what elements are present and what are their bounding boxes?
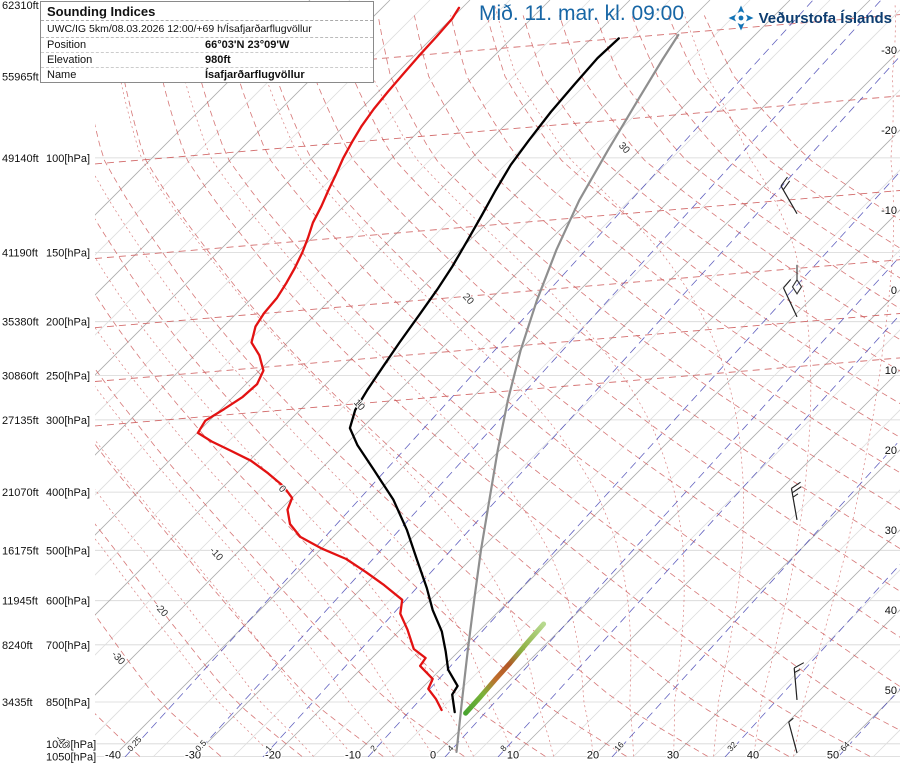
svg-text:40: 40 [747,750,759,762]
imo-logo-text: Veðurstofa Íslands [758,9,892,27]
temperature-curve [348,37,620,714]
svg-text:1050[hPa]: 1050[hPa] [46,751,96,763]
svg-text:-40: -40 [105,750,121,762]
svg-text:50: 50 [827,750,839,762]
svg-text:700[hPa]: 700[hPa] [46,640,90,652]
imo-logo: Veðurstofa Íslands [728,5,892,31]
svg-text:27135ft: 27135ft [2,415,39,427]
svg-text:-20: -20 [265,750,281,762]
svg-text:300[hPa]: 300[hPa] [46,415,90,427]
info-value-position: 66°03'N 23°09'W [205,39,290,51]
info-box-subtitle: UWC/IG 5km/08.03.2026 12:00/+69 h/Ísafja… [41,21,373,38]
svg-text:16175ft: 16175ft [2,545,39,557]
info-label-elevation: Elevation [47,54,93,66]
wind-barbs [780,176,805,754]
svg-text:8240ft: 8240ft [2,640,33,652]
sounding-curves [196,6,680,754]
svg-text:50: 50 [885,685,897,697]
valid-time-title: Mið. 11. mar. kl. 09:00 [479,2,685,25]
svg-text:20: 20 [587,750,599,762]
svg-text:-30: -30 [185,750,201,762]
svg-text:150[hPa]: 150[hPa] [46,248,90,260]
svg-text:600[hPa]: 600[hPa] [46,596,90,608]
svg-text:30860ft: 30860ft [2,371,39,383]
svg-text:-10: -10 [207,545,225,563]
svg-text:-20: -20 [152,601,170,619]
svg-text:30: 30 [667,750,679,762]
svg-text:200[hPa]: 200[hPa] [46,317,90,329]
svg-text:20: 20 [460,291,476,307]
svg-text:1000[hPa]: 1000[hPa] [46,739,96,751]
svg-text:-10: -10 [345,750,361,762]
svg-text:11945ft: 11945ft [2,596,38,608]
svg-text:500[hPa]: 500[hPa] [46,545,90,557]
svg-text:250[hPa]: 250[hPa] [46,371,90,383]
svg-text:10: 10 [885,365,897,377]
dewpoint-curve [196,6,461,712]
info-label-name: Name [47,69,77,81]
imo-logo-icon [728,5,754,31]
svg-text:0: 0 [891,285,897,297]
info-row-position: Position 66°03'N 23°09'W [41,38,373,53]
svg-text:10: 10 [507,750,519,762]
svg-text:20: 20 [885,445,897,457]
svg-text:35380ft: 35380ft [2,317,39,329]
svg-text:49140ft: 49140ft [2,153,39,165]
svg-text:21070ft: 21070ft [2,487,39,499]
info-row-elevation: Elevation 980ft [41,53,373,68]
info-value-elevation: 980ft [205,54,231,66]
svg-text:10: 10 [351,397,367,413]
svg-text:41190ft: 41190ft [2,248,38,260]
svg-text:-30: -30 [109,649,127,667]
svg-text:100[hPa]: 100[hPa] [46,153,90,165]
svg-text:16: 16 [612,739,626,753]
svg-text:2: 2 [368,743,379,753]
parcel_segment-curve [463,621,547,716]
reference-curve [455,33,680,754]
svg-text:0.25: 0.25 [125,734,144,753]
info-box-title: Sounding Indices [41,2,373,21]
svg-text:3435ft: 3435ft [2,697,33,709]
svg-text:32: 32 [725,739,739,753]
svg-text:-10: -10 [881,205,897,217]
svg-text:-20: -20 [881,125,897,137]
svg-text:55965ft: 55965ft [2,72,39,84]
svg-text:40: 40 [885,605,897,617]
svg-text:0: 0 [430,750,436,762]
svg-text:64: 64 [838,739,852,753]
svg-text:4: 4 [445,743,456,753]
svg-text:400[hPa]: 400[hPa] [46,487,90,499]
svg-text:-30: -30 [881,45,897,57]
svg-text:62310ft: 62310ft [2,0,39,12]
sounding-info-box: Sounding Indices UWC/IG 5km/08.03.2026 1… [40,1,374,83]
info-label-position: Position [47,39,87,51]
info-value-name: Ísafjarðarflugvöllur [205,69,305,81]
svg-text:30: 30 [885,525,897,537]
info-row-name: Name Ísafjarðarflugvöllur [41,68,373,82]
svg-text:850[hPa]: 850[hPa] [46,697,90,709]
